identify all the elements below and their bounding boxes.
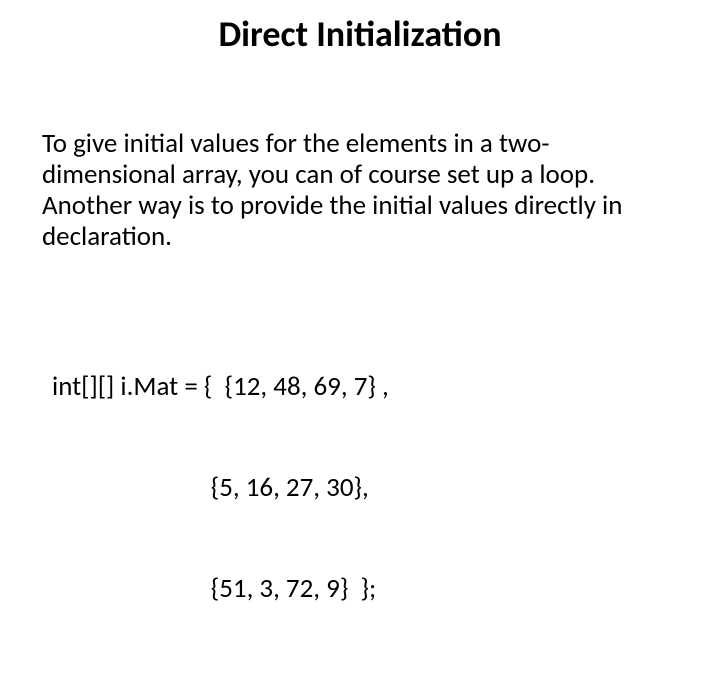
code-line-1: int[][] i.Mat = { {12, 48, 69, 7} , bbox=[52, 370, 389, 404]
body-paragraph: To give initial values for the elements … bbox=[42, 128, 678, 252]
slide: Direct Initialization To give initial va… bbox=[0, 0, 720, 540]
code-line-3: {51, 3, 72, 9} }; bbox=[52, 572, 389, 606]
code-block: int[][] i.Mat = { {12, 48, 69, 7} , {5, … bbox=[52, 302, 389, 673]
code-line-2: {5, 16, 27, 30}, bbox=[52, 471, 389, 505]
slide-title: Direct Initialization bbox=[0, 12, 720, 56]
